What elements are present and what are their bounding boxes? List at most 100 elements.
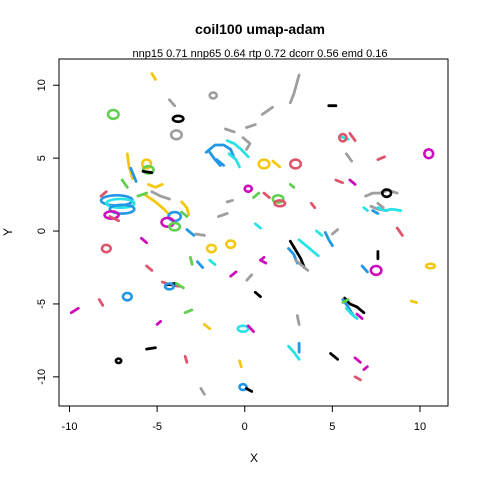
data-point-cluster <box>338 132 348 143</box>
data-point-cluster <box>180 200 191 217</box>
data-point-cluster <box>168 98 176 108</box>
data-point-cluster <box>208 258 217 266</box>
data-point-cluster <box>395 226 404 237</box>
data-point-cluster <box>155 320 162 326</box>
data-point-cluster <box>409 299 418 304</box>
data-point-cluster <box>376 201 385 210</box>
data-point-cluster <box>217 212 229 218</box>
data-point-cluster <box>120 178 129 189</box>
chart-title: coil100 umap-adam <box>195 21 325 37</box>
data-point-cluster <box>227 152 241 169</box>
data-point-cluster <box>140 158 153 170</box>
chart-subtitle: nnp15 0.71 nnp65 0.64 rtp 0.72 dcorr 0.5… <box>132 48 387 60</box>
data-point-cluster <box>145 264 154 272</box>
data-point-cluster <box>238 382 248 392</box>
data-point-cluster <box>423 148 435 160</box>
data-point-cluster <box>194 232 206 237</box>
data-point-cluster <box>329 352 339 361</box>
data-point-cluster <box>297 238 320 258</box>
data-point-cluster <box>225 239 237 250</box>
y-tick-label: -5 <box>36 299 48 309</box>
x-axis: -10 -5 0 5 10 <box>62 406 426 433</box>
data-point-cluster <box>168 221 182 232</box>
x-tick-label: 5 <box>329 421 335 433</box>
data-point-cluster <box>362 365 369 371</box>
data-point-cluster <box>271 159 282 169</box>
data-point-cluster <box>236 324 250 333</box>
x-axis-label: X <box>250 451 258 465</box>
data-point-cluster <box>376 155 387 161</box>
data-point-cluster <box>334 178 345 185</box>
data-point-cluster <box>288 73 301 105</box>
data-point-cluster <box>355 312 364 320</box>
data-point-cluster <box>143 193 171 217</box>
data-point-cluster <box>150 190 171 201</box>
y-axis-label: Y <box>1 228 15 236</box>
data-point-cluster <box>169 129 183 141</box>
data-point-cluster <box>345 306 359 320</box>
data-point-cluster <box>208 91 219 100</box>
plot-frame <box>58 58 449 407</box>
y-tick-label: 0 <box>36 228 48 234</box>
y-tick-label: -10 <box>36 369 48 385</box>
data-point-cluster <box>260 105 275 116</box>
data-point-cluster <box>253 290 262 299</box>
data-point-cluster <box>204 143 236 160</box>
data-point-cluster <box>141 169 154 175</box>
data-point-cluster <box>245 273 254 282</box>
data-point-cluster <box>69 306 80 315</box>
data-point-cluster <box>315 229 324 237</box>
y-tick-label: 10 <box>36 79 48 91</box>
data-point-cluster <box>294 258 310 272</box>
data-point-cluster <box>150 72 157 81</box>
data-point-cluster <box>125 152 134 180</box>
data-point-cluster <box>262 191 271 199</box>
data-point-cluster <box>257 158 271 170</box>
data-point-cluster <box>376 206 403 212</box>
data-point-cluster <box>371 209 380 215</box>
data-point-cluster <box>208 150 222 167</box>
data-point-cluster <box>225 199 234 204</box>
data-point-cluster <box>288 183 296 189</box>
x-tick-label: -5 <box>152 421 162 433</box>
data-point-cluster <box>341 298 350 304</box>
y-tick-label: 5 <box>36 155 48 161</box>
data-point-cluster <box>225 139 250 159</box>
data-point-cluster <box>253 222 262 230</box>
data-point-cluster <box>114 357 123 365</box>
data-point-cluster <box>147 183 164 189</box>
data-point-cluster <box>345 152 353 163</box>
data-point-cluster <box>295 314 301 326</box>
data-point-cluster <box>97 298 105 307</box>
data-point-cluster <box>224 127 236 134</box>
data-point-cluster <box>189 255 194 266</box>
data-point-cluster <box>121 291 134 302</box>
data-point-cluster <box>323 231 334 247</box>
data-point-cluster <box>241 136 252 151</box>
data-point-cluster <box>252 191 261 199</box>
data-marks <box>69 72 437 396</box>
data-point-cluster <box>100 243 112 254</box>
x-tick-label: -10 <box>62 421 78 433</box>
data-point-cluster <box>288 239 306 269</box>
data-point-cluster <box>180 210 189 218</box>
data-point-cluster <box>185 228 196 237</box>
data-point-cluster <box>348 178 357 186</box>
data-point-cluster <box>271 194 285 204</box>
data-point-cluster <box>163 282 176 291</box>
data-point-cluster <box>287 344 301 361</box>
data-point-cluster <box>183 308 194 315</box>
data-point-cluster <box>309 201 317 210</box>
data-point-cluster <box>246 324 255 333</box>
data-point-cluster <box>348 132 357 142</box>
data-point-cluster <box>205 243 218 254</box>
data-point-cluster <box>259 258 268 265</box>
data-point-cluster <box>203 323 212 331</box>
data-point-cluster <box>106 108 120 121</box>
x-tick-label: 10 <box>414 421 426 433</box>
data-point-cluster <box>229 270 238 278</box>
data-point-cluster <box>215 158 226 167</box>
data-point-cluster <box>105 197 136 210</box>
data-point-cluster <box>362 206 369 212</box>
data-point-cluster <box>183 355 189 364</box>
